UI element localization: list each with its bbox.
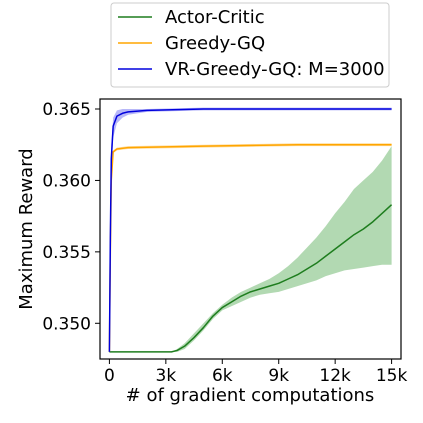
x-axis-label: # of gradient computations: [126, 385, 375, 406]
plot-frame: [99, 98, 402, 360]
legend-label: Actor-Critic: [165, 7, 265, 28]
x-tick-label: 9k: [268, 366, 289, 386]
series-line-vr-greedy-gq-m-3000: [108, 108, 392, 352]
legend: Actor-Critic Greedy-GQ VR-Greedy-GQ: M=300…: [110, 2, 390, 88]
legend-item-actor-critic: Actor-Critic: [118, 7, 265, 28]
y-tick-label: 0.365: [42, 100, 91, 120]
band-actor-critic: [109, 146, 392, 352]
x-tick-label: 0: [104, 366, 115, 386]
y-axis-label: Maximum Reward: [16, 148, 37, 309]
y-axis: 0.350 0.355 0.360 0.365: [42, 100, 100, 334]
series-line-actor-critic: [109, 204, 393, 353]
legend-label: VR-Greedy-GQ: M=3000: [165, 59, 385, 80]
plot-area: [108, 107, 393, 353]
y-tick-label: 0.360: [42, 171, 91, 191]
x-tick-label: 15k: [376, 366, 408, 386]
x-axis: 0 3k 6k 9k 12k 15k: [104, 359, 407, 386]
y-tick-label: 0.355: [42, 243, 91, 263]
x-tick-label: 12k: [319, 366, 351, 386]
x-tick-label: 6k: [212, 366, 233, 386]
x-tick-label: 3k: [156, 366, 177, 386]
legend-item-greedy-gq: Greedy-GQ: [118, 33, 265, 54]
legend-frame: [110, 2, 390, 88]
legend-item-vr-greedy-gq-m-3000: VR-Greedy-GQ: M=3000: [118, 59, 385, 80]
legend-label: Greedy-GQ: [165, 33, 265, 54]
y-tick-label: 0.350: [42, 314, 91, 334]
